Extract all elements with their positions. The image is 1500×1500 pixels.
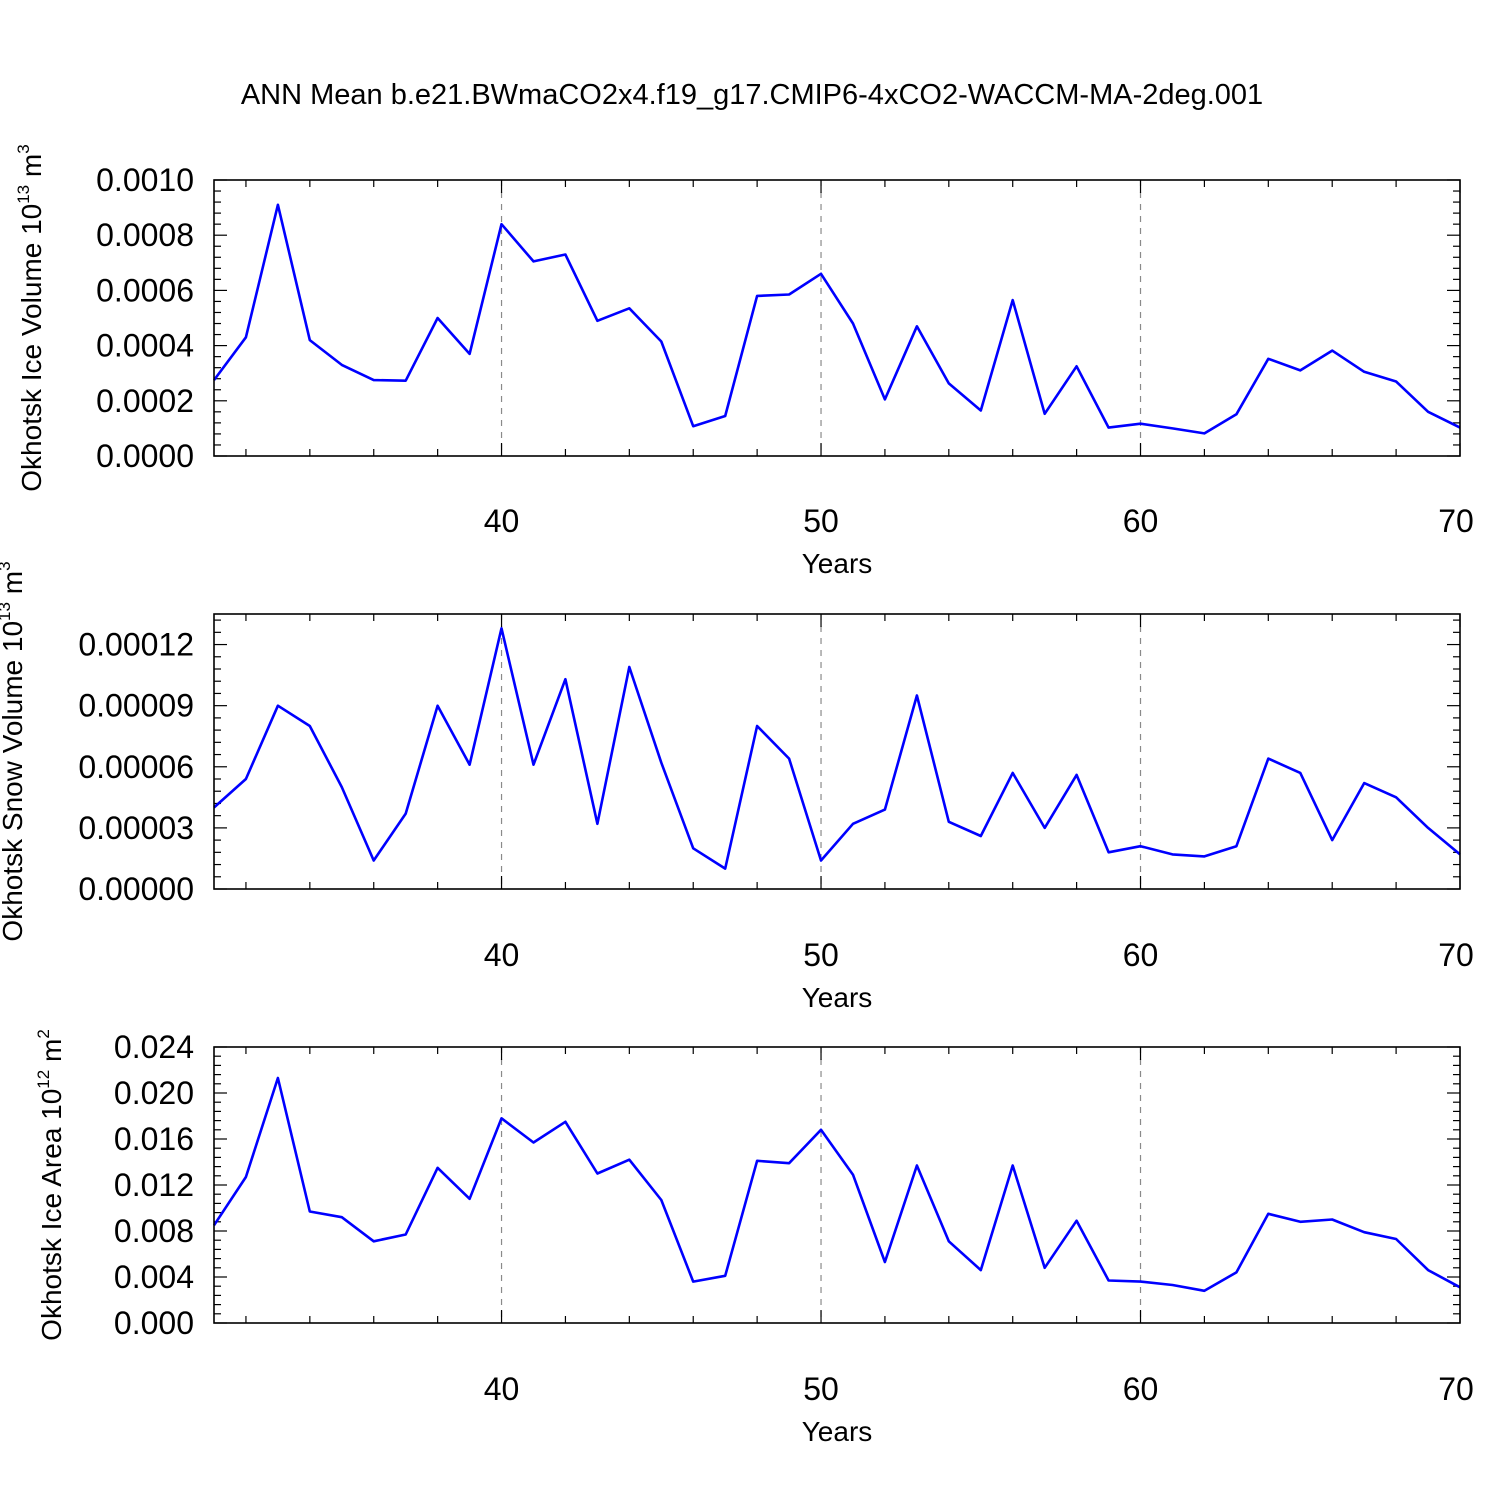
y-tick-label: 0.016 bbox=[114, 1121, 194, 1157]
chart-panel-1: 40 50 60 70 0.0000 0.0002 0.0004 0.0006 0.0008 0.… bbox=[14, 144, 1474, 579]
y-tick-label: 0.0010 bbox=[96, 162, 194, 198]
x-tick-label: 70 bbox=[1438, 937, 1474, 973]
series-line bbox=[213, 626, 1461, 870]
y-tick-label: 0.0000 bbox=[96, 438, 194, 474]
x-tick-label: 60 bbox=[1123, 1371, 1159, 1407]
plot-frame bbox=[213, 613, 1461, 890]
x-tick-label: 60 bbox=[1123, 503, 1159, 539]
y-tick-label: 0.00000 bbox=[78, 871, 194, 907]
figure-title: ANN Mean b.e21.BWmaCO2x4.f19_g17.CMIP6-4… bbox=[241, 79, 1263, 111]
y-tick-label: 0.00009 bbox=[78, 688, 194, 724]
x-tick-label: 50 bbox=[803, 503, 839, 539]
y-tick-label: 0.000 bbox=[114, 1305, 194, 1341]
x-tick-label: 40 bbox=[484, 1371, 520, 1407]
x-tick-label: 50 bbox=[803, 937, 839, 973]
y-tick-label: 0.008 bbox=[114, 1213, 194, 1249]
y-axis-title: Okhotsk Ice Area 1012 m2 bbox=[34, 1029, 67, 1341]
plot-frame bbox=[213, 1046, 1461, 1324]
chart-panel-3: 40 50 60 70 0.000 0.004 0.008 0.012 0.016 0.020 0.… bbox=[34, 1029, 1474, 1447]
x-tick-label: 70 bbox=[1438, 1371, 1474, 1407]
x-axis-title: Years bbox=[802, 1416, 873, 1447]
x-axis-title: Years bbox=[802, 548, 873, 579]
y-axis-title: Okhotsk Snow Volume 1013 m3 bbox=[0, 561, 28, 941]
y-axis-title: Okhotsk Ice Volume 1013 m3 bbox=[14, 144, 47, 491]
y-tick-label: 0.0004 bbox=[96, 328, 194, 364]
y-tick-label: 0.00006 bbox=[78, 749, 194, 785]
series-line bbox=[212, 203, 1461, 435]
panels: 40 50 60 70 0.0000 0.0002 0.0004 0.0006 0.0008 0.… bbox=[0, 144, 1474, 1447]
x-tick-label: 40 bbox=[484, 503, 520, 539]
y-tick-label: 0.0002 bbox=[96, 383, 194, 419]
y-tick-label: 0.00012 bbox=[78, 627, 194, 663]
x-axis-title: Years bbox=[802, 982, 873, 1013]
y-tick-label: 0.012 bbox=[114, 1167, 194, 1203]
y-tick-label: 0.0008 bbox=[96, 217, 194, 253]
chart-panel-2: 40 50 60 70 0.00000 0.00003 0.00006 0.00009 0.00… bbox=[0, 561, 1474, 1013]
series-line bbox=[212, 1076, 1461, 1293]
x-tick-label: 70 bbox=[1438, 503, 1474, 539]
x-tick-label: 60 bbox=[1123, 937, 1159, 973]
y-tick-label: 0.024 bbox=[114, 1029, 194, 1065]
x-tick-label: 40 bbox=[484, 937, 520, 973]
y-tick-label: 0.004 bbox=[114, 1259, 194, 1295]
y-tick-label: 0.020 bbox=[114, 1075, 194, 1111]
plot-frame bbox=[213, 179, 1461, 457]
y-tick-label: 0.0006 bbox=[96, 272, 194, 308]
x-tick-label: 50 bbox=[803, 1371, 839, 1407]
y-tick-label: 0.00003 bbox=[78, 810, 194, 846]
